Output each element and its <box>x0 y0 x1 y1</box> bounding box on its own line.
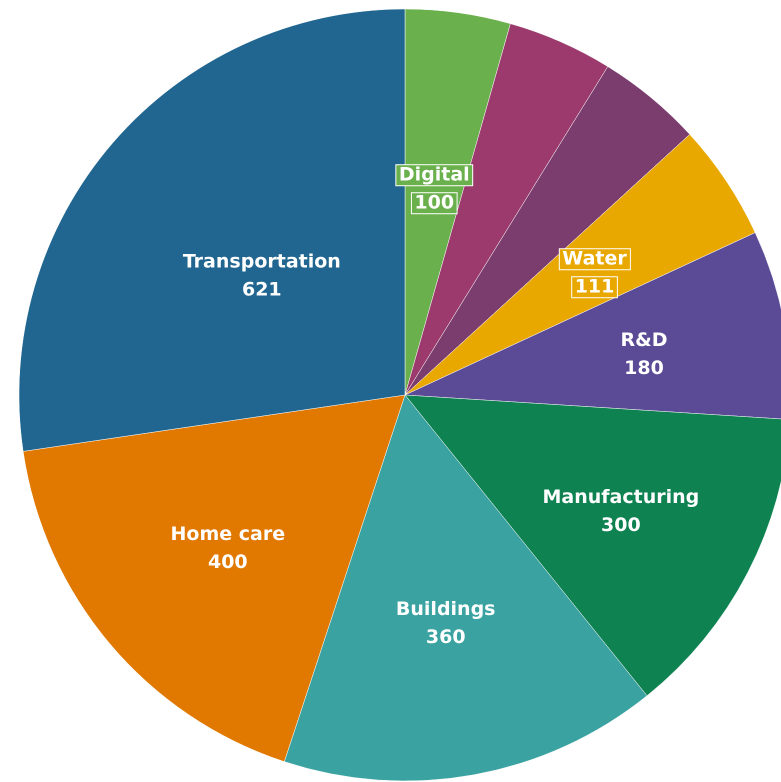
pie-label-r-d: R&D 180 <box>621 329 668 379</box>
pie-label-highlight <box>558 248 631 299</box>
pie-label-digital: Digital 100 <box>395 164 474 215</box>
pie-slice-transportation <box>18 8 406 452</box>
pie-slice-buildings <box>283 394 648 782</box>
pie-label-water: Water 111 <box>558 248 631 299</box>
pie-slice-manufacturing <box>404 394 781 697</box>
pie-label-value: 180 <box>624 357 664 379</box>
pie-label-name: Digital <box>399 164 470 186</box>
pie-label-value: 111 <box>575 276 615 298</box>
pie-label-name: Transportation <box>183 250 341 272</box>
pie-label-highlight-box <box>395 164 474 187</box>
pie-label-name: R&D <box>621 329 668 351</box>
pie-label-name: Water <box>562 248 627 270</box>
pie-label-value: 400 <box>208 551 248 573</box>
pie-label-value: 360 <box>426 626 466 648</box>
pie-label-name: Buildings <box>396 598 496 620</box>
pie-labels: Digital 100 Water 111 R&D 180 Manufacturing 300… <box>171 164 700 648</box>
pie-label-transportation: Transportation 621 <box>183 250 341 300</box>
pie-label-name: Home care <box>171 523 286 545</box>
pie-slices <box>18 8 781 782</box>
pie-label-value: 300 <box>601 514 641 536</box>
pie-label-highlight-box <box>410 192 458 215</box>
pie-label-highlight-box <box>571 276 618 299</box>
pie-label-highlight-box <box>558 248 631 271</box>
pie-label-manufacturing: Manufacturing 300 <box>543 486 700 536</box>
pie-label-highlight <box>395 164 474 215</box>
pie-slice-home-care <box>22 394 406 762</box>
pie-label-home-care: Home care 400 <box>171 523 286 573</box>
pie-slice-r-d <box>404 232 781 420</box>
pie-label-value: 100 <box>414 192 454 214</box>
pie-label-name: Manufacturing <box>543 486 700 508</box>
pie-label-value: 621 <box>242 278 282 300</box>
pie-label-buildings: Buildings 360 <box>396 598 496 648</box>
